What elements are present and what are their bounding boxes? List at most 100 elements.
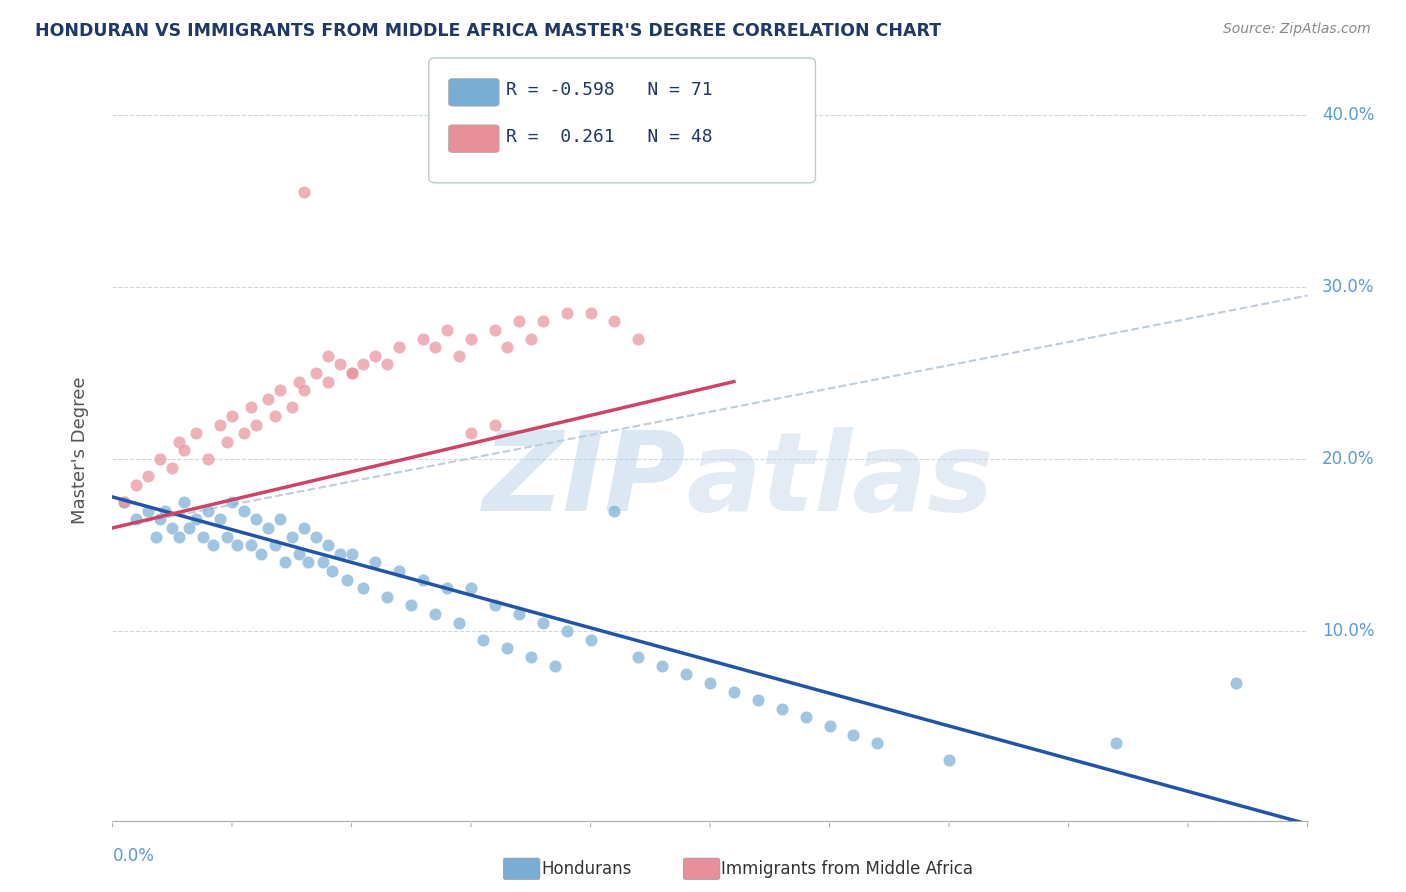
Point <box>484 599 506 613</box>
Point <box>377 590 399 604</box>
Point <box>340 366 363 380</box>
Point <box>233 504 256 518</box>
Point <box>312 555 335 569</box>
Point <box>292 383 315 397</box>
Point <box>520 650 543 665</box>
Point <box>842 727 865 741</box>
Point <box>125 512 148 526</box>
Text: atlas: atlas <box>686 426 994 533</box>
Point <box>651 658 673 673</box>
Point <box>723 684 745 698</box>
Text: Immigrants from Middle Africa: Immigrants from Middle Africa <box>721 860 973 878</box>
Point <box>221 495 243 509</box>
Point <box>699 676 721 690</box>
Point <box>209 417 232 432</box>
Point <box>288 547 311 561</box>
Point <box>153 504 176 518</box>
Point <box>1225 676 1247 690</box>
Point <box>169 530 191 544</box>
Point <box>245 417 267 432</box>
Point <box>555 624 578 639</box>
Point <box>297 555 319 569</box>
Point <box>201 538 224 552</box>
Point <box>225 538 247 552</box>
Point <box>316 349 339 363</box>
Point <box>217 530 239 544</box>
Point <box>240 401 263 415</box>
Point <box>257 392 280 406</box>
Point <box>818 719 841 733</box>
Point <box>388 340 411 354</box>
Point <box>221 409 243 423</box>
Point <box>496 340 519 354</box>
Point <box>377 357 399 371</box>
Point <box>412 332 434 346</box>
Point <box>173 495 195 509</box>
Point <box>245 512 267 526</box>
Point <box>162 521 183 535</box>
Point <box>329 547 352 561</box>
Point <box>508 314 530 328</box>
Point <box>484 323 506 337</box>
Point <box>145 530 167 544</box>
Point <box>340 547 363 561</box>
Point <box>401 599 423 613</box>
Point <box>193 530 215 544</box>
Point <box>186 426 208 441</box>
Point <box>169 434 191 449</box>
Point <box>209 512 232 526</box>
Point <box>305 530 328 544</box>
Point <box>264 538 287 552</box>
Point <box>125 478 148 492</box>
Point <box>162 460 183 475</box>
Point <box>460 332 482 346</box>
Point <box>292 185 315 199</box>
Point <box>472 632 495 647</box>
Point <box>240 538 263 552</box>
Point <box>627 332 650 346</box>
Point <box>114 495 135 509</box>
Point <box>292 521 315 535</box>
Point <box>364 349 387 363</box>
Point <box>543 658 565 673</box>
Point <box>281 401 304 415</box>
Point <box>352 357 374 371</box>
Point <box>484 417 506 432</box>
Point <box>269 383 291 397</box>
Point <box>460 426 482 441</box>
Text: ZIP: ZIP <box>482 426 686 533</box>
Point <box>264 409 287 423</box>
Point <box>388 564 411 578</box>
Text: 30.0%: 30.0% <box>1322 278 1375 296</box>
Text: R =  0.261   N = 48: R = 0.261 N = 48 <box>506 128 713 146</box>
Y-axis label: Master's Degree: Master's Degree <box>70 376 89 524</box>
Point <box>217 434 239 449</box>
Point <box>173 443 195 458</box>
Point <box>336 573 359 587</box>
Point <box>316 538 339 552</box>
Point <box>425 340 447 354</box>
Point <box>579 306 602 320</box>
Point <box>603 314 626 328</box>
Point <box>627 650 650 665</box>
Point <box>938 753 960 767</box>
Text: 0.0%: 0.0% <box>112 847 155 864</box>
Point <box>770 702 793 716</box>
Text: 40.0%: 40.0% <box>1322 106 1374 124</box>
Point <box>531 314 554 328</box>
Point <box>138 504 160 518</box>
Point <box>603 504 626 518</box>
Text: Source: ZipAtlas.com: Source: ZipAtlas.com <box>1223 22 1371 37</box>
Text: 10.0%: 10.0% <box>1322 623 1375 640</box>
Point <box>340 366 363 380</box>
Text: 20.0%: 20.0% <box>1322 450 1375 468</box>
Point <box>412 573 434 587</box>
Point <box>1105 736 1128 750</box>
Point <box>520 332 543 346</box>
Point <box>149 512 172 526</box>
Point <box>197 504 219 518</box>
Point <box>177 521 200 535</box>
Point <box>149 452 172 467</box>
Point <box>305 366 328 380</box>
Point <box>138 469 160 483</box>
